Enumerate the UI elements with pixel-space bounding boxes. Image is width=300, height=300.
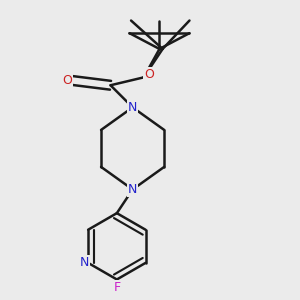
Text: N: N: [80, 256, 89, 269]
Text: F: F: [113, 281, 120, 294]
Text: N: N: [128, 183, 137, 196]
Text: N: N: [128, 101, 137, 114]
Text: O: O: [144, 68, 154, 81]
Text: O: O: [62, 74, 72, 87]
